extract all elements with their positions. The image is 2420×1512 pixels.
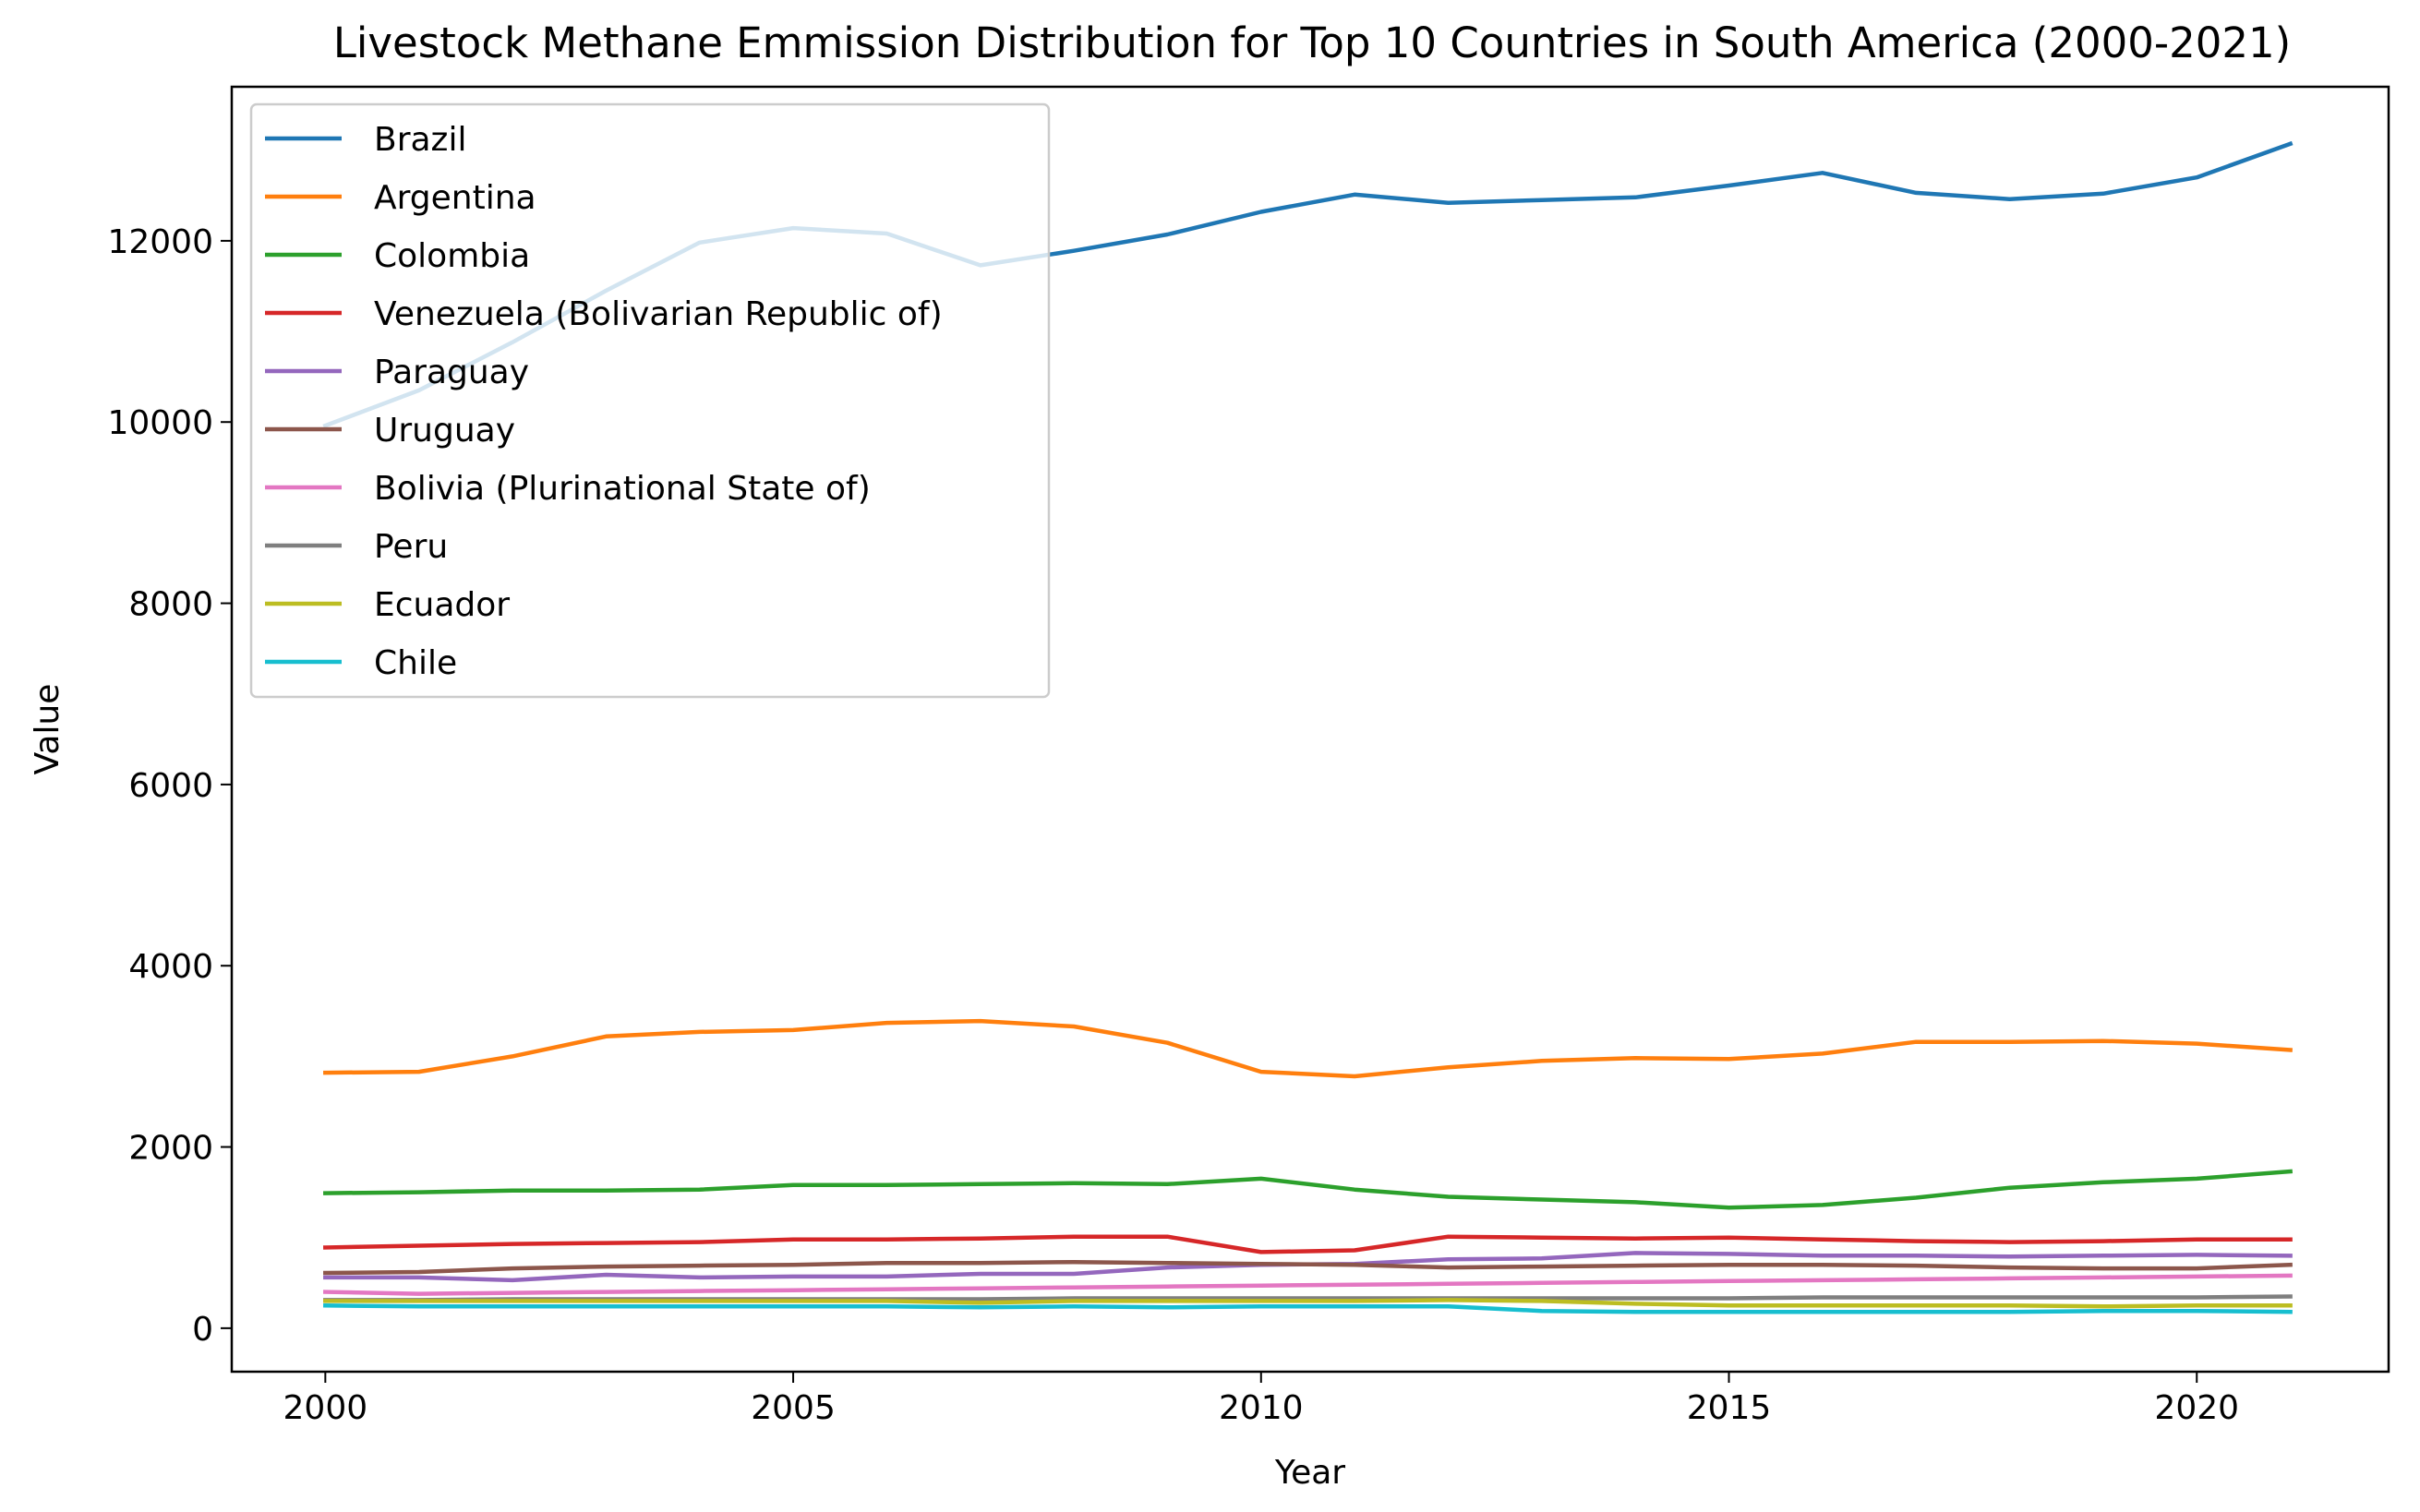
y-tick-label: 6000 xyxy=(128,767,213,805)
y-axis-label: Value xyxy=(29,684,66,775)
series-lines xyxy=(322,140,2294,1314)
x-tick-label: 2020 xyxy=(2154,1389,2239,1427)
x-tick-label: 2010 xyxy=(1219,1389,1304,1427)
x-tick-label: 2005 xyxy=(751,1389,836,1427)
legend-label-6: Bolivia (Plurinational State of) xyxy=(374,470,871,508)
y-tick-label: 0 xyxy=(192,1311,213,1349)
legend-label-4: Paraguay xyxy=(374,354,529,391)
y-axis-ticks: 0 2000 4000 6000 8000 10000 12000 xyxy=(107,223,232,1349)
legend-label-0: Brazil xyxy=(374,121,466,159)
series-line-3 xyxy=(323,1234,2293,1254)
legend-label-2: Colombia xyxy=(374,237,530,275)
legend-box xyxy=(249,102,1051,699)
legend-label-8: Ecuador xyxy=(374,586,510,624)
series-line-5 xyxy=(323,1259,2293,1276)
x-axis-label: Year xyxy=(1274,1454,1345,1492)
legend-label-7: Peru xyxy=(374,528,448,566)
legend-label-3: Venezuela (Bolivarian Republic of) xyxy=(374,295,943,333)
plot-area-frame xyxy=(230,85,2390,1374)
y-tick-label: 4000 xyxy=(128,948,213,986)
x-axis-ticks: 2000 2005 2010 2015 2020 xyxy=(283,1372,2239,1427)
series-line-9 xyxy=(323,1303,2293,1314)
y-tick-label: 10000 xyxy=(107,404,213,442)
y-tick-label: 2000 xyxy=(128,1130,213,1168)
series-line-2 xyxy=(323,1169,2294,1210)
x-tick-label: 2000 xyxy=(283,1389,368,1427)
legend: Brazil Argentina Colombia Venezuela (Boliva… xyxy=(249,102,1051,699)
series-line-1 xyxy=(323,1018,2293,1079)
legend-label-1: Argentina xyxy=(374,179,536,217)
legend-label-9: Chile xyxy=(374,644,457,682)
series-line-8 xyxy=(323,1298,2293,1309)
series-line-6 xyxy=(323,1273,2293,1296)
y-tick-label: 12000 xyxy=(107,223,213,261)
legend-label-5: Uruguay xyxy=(374,412,515,450)
y-tick-label: 8000 xyxy=(128,586,213,624)
chart-title: Livestock Methane Emmission Distribution… xyxy=(333,18,2291,67)
x-tick-label: 2015 xyxy=(1687,1389,1772,1427)
